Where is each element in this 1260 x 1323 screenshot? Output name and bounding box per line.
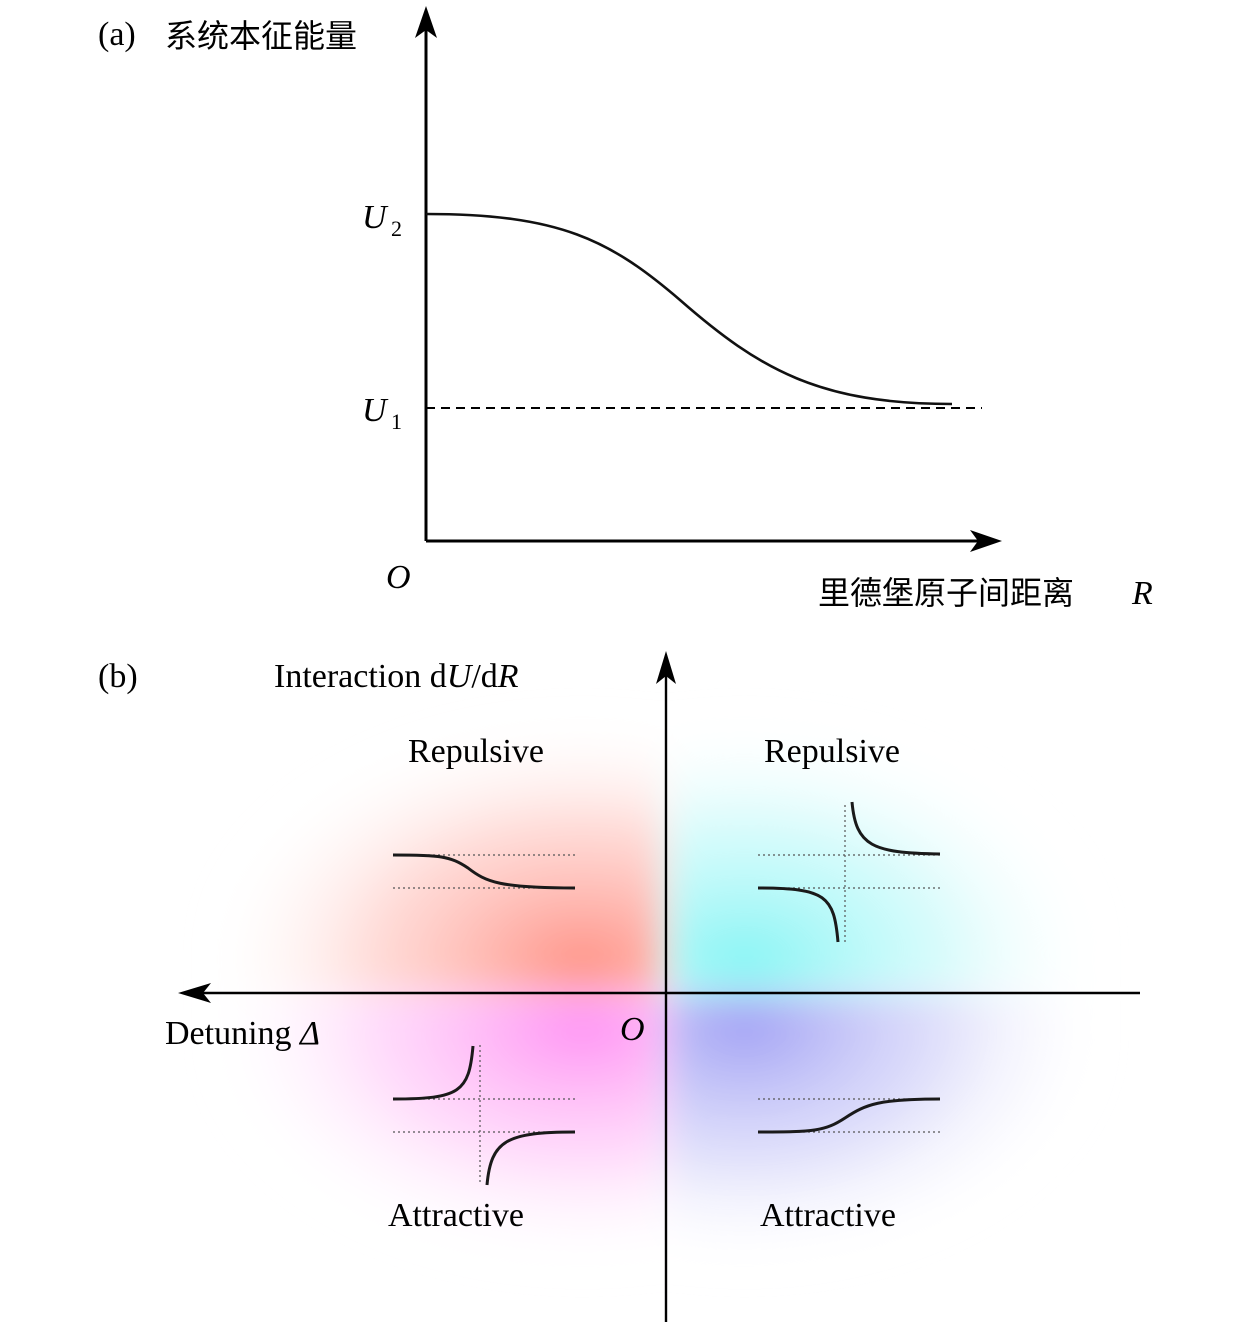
panel-a-y-arrowhead — [415, 6, 437, 38]
panel-b-y-axis-title: Interaction dU/dR — [274, 658, 519, 695]
mini-plot-top-right — [757, 801, 941, 943]
panel-a-energy-curve — [425, 212, 953, 406]
quadrant-bottom-left-label: Attractive — [388, 1197, 524, 1234]
panel-b-tag: (b) — [98, 658, 138, 695]
mini-plot-bottom-left-curve-upper — [392, 1045, 475, 1101]
panel-a-u1-label: U — [362, 392, 389, 429]
quadrant-bottom-right-bg — [667, 995, 1097, 1285]
panel-a-u2-subscript: 2 — [391, 216, 402, 241]
panel-b-x-arrowhead — [178, 983, 211, 1003]
panel-b-x-axis-title: Detuning Δ — [165, 1015, 320, 1052]
mini-plot-top-right-curve-upper — [850, 801, 941, 856]
mini-plot-bottom-right-curve — [757, 1097, 941, 1134]
panel-b-origin: O — [620, 1011, 645, 1048]
panel-a-y-axis-title: 系统本征能量 — [165, 17, 357, 55]
panel-a-tag: (a) — [98, 16, 136, 53]
panel-a-u2-label: U — [362, 199, 389, 236]
panel-a-x-axis-title: 里德堡原子间距离 — [818, 574, 1074, 612]
panel-b-y-arrowhead — [656, 651, 676, 684]
quadrant-top-right-bg — [667, 700, 1097, 992]
quadrant-top-left-label: Repulsive — [408, 733, 544, 770]
panel-a-x-arrowhead — [970, 530, 1002, 552]
quadrant-backgrounds — [215, 700, 1097, 1285]
quadrant-top-right-label: Repulsive — [764, 733, 900, 770]
quadrant-bottom-left-bg — [215, 995, 663, 1285]
panel-a: (a) 系统本征能量 O U 2 U 1 里德堡原子间距离 R — [98, 6, 1153, 612]
quadrant-top-left-bg — [215, 700, 663, 992]
panel-a-origin: O — [386, 559, 411, 596]
mini-plot-bottom-right — [757, 1097, 941, 1134]
panel-a-x-axis-symbol: R — [1131, 575, 1153, 612]
panel-b: (b) Interaction dU/dR Detuning Δ O Repul… — [98, 651, 1140, 1322]
quadrant-bottom-right-label: Attractive — [760, 1197, 896, 1234]
mini-plot-bottom-left — [392, 1045, 576, 1186]
mini-plot-bottom-left-curve-lower — [485, 1130, 576, 1186]
mini-plot-top-left-curve — [392, 853, 576, 890]
mini-plot-top-right-curve-lower — [757, 886, 840, 943]
panel-a-u1-subscript: 1 — [391, 409, 402, 434]
mini-plot-top-left — [392, 853, 576, 890]
